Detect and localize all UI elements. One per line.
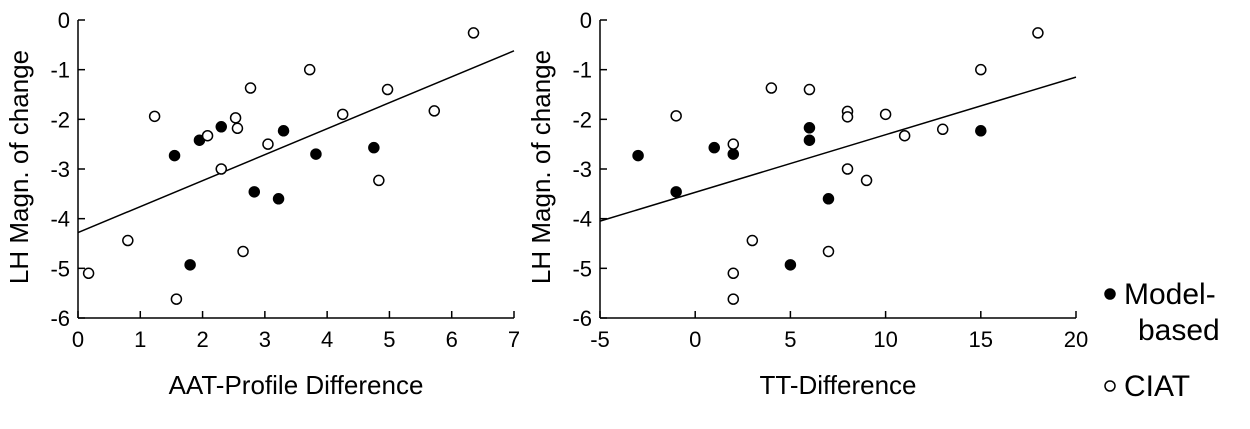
y-tick-label: 0 [58, 8, 70, 33]
ciat-point [1032, 27, 1044, 39]
model-based-point [184, 259, 196, 271]
model-based-point [215, 121, 228, 133]
model-based-point [272, 193, 285, 205]
ciat-point [373, 174, 385, 187]
ciat-point [841, 163, 854, 175]
model-based-point [803, 122, 816, 134]
model-based-point [784, 259, 797, 271]
model-based-point [310, 148, 322, 160]
ciat-point [879, 108, 892, 121]
ciat-point [727, 293, 740, 305]
model-based-point [168, 149, 181, 162]
ciat-point [670, 110, 682, 122]
ciat-point [215, 163, 228, 175]
ciat-point [841, 111, 854, 123]
model-based-point [248, 186, 261, 198]
ciat-point [381, 83, 394, 96]
model-based-point [708, 141, 720, 154]
x-axis-title: TT-Difference [759, 370, 916, 400]
ciat-point [244, 82, 257, 94]
x-axis-title: AAT-Profile Difference [169, 370, 424, 400]
x-tick-label: -5 [590, 327, 610, 352]
x-tick-label: 1 [134, 327, 146, 352]
ciat-point [231, 122, 244, 135]
model-based-point [632, 149, 644, 162]
x-tick-label: 0 [689, 327, 701, 352]
ciat-point [82, 267, 95, 280]
x-tick-label: 4 [321, 327, 333, 352]
y-axis-title: LH Magn. of change [4, 50, 34, 284]
ciat-point [148, 110, 161, 123]
model-based-point [670, 186, 682, 198]
y-tick-label: -2 [50, 107, 70, 132]
model-based-point [822, 193, 835, 205]
y-tick-label: -1 [50, 58, 70, 83]
ciat-point [822, 245, 835, 258]
legend-ciat-label: CIAT [1124, 370, 1190, 403]
x-tick-label: 20 [1064, 327, 1088, 352]
x-tick-label: 5 [383, 327, 395, 352]
y-tick-label: -6 [50, 306, 70, 331]
ciat-point [803, 83, 816, 96]
ciat-point [170, 293, 183, 305]
model-based-point [727, 148, 740, 160]
y-tick-label: -5 [572, 256, 592, 281]
ciat-point [746, 234, 759, 247]
legend: Model-based CIAT [1104, 278, 1220, 403]
ciat-point [237, 245, 249, 258]
model-based-point [975, 125, 987, 137]
legend-model-based-label: based [1138, 314, 1220, 347]
model-based-point [368, 141, 380, 154]
y-tick-label: 0 [580, 8, 592, 33]
ciat-point [262, 138, 274, 150]
model-based-point [277, 125, 290, 137]
x-tick-label: 7 [508, 327, 520, 352]
legend-ciat-marker [1104, 380, 1116, 392]
x-tick-label: 10 [873, 327, 897, 352]
y-tick-label: -4 [572, 207, 592, 232]
y-tick-label: -3 [50, 157, 70, 182]
y-tick-label: -5 [50, 256, 70, 281]
regression-line [77, 50, 515, 234]
x-tick-label: 6 [446, 327, 458, 352]
regression-line [599, 76, 1077, 222]
ciat-point [336, 108, 349, 121]
legend-model-based-marker [1104, 288, 1116, 300]
y-tick-label: -3 [572, 157, 592, 182]
ciat-point [727, 267, 740, 280]
ciat-point [936, 123, 949, 136]
ciat-point [860, 174, 873, 187]
ciat-point [975, 63, 987, 76]
ciat-point [898, 129, 911, 142]
ciat-point [428, 105, 441, 117]
ciat-point [467, 27, 480, 39]
x-tick-label: 3 [259, 327, 271, 352]
ciat-point [122, 234, 134, 247]
y-axis-title: LH Magn. of change [526, 50, 556, 284]
x-tick-label: 15 [969, 327, 993, 352]
ciat-point [303, 63, 316, 76]
legend-model-based-label: Model- [1124, 278, 1216, 311]
y-tick-label: -4 [50, 207, 70, 232]
model-based-point [803, 134, 816, 146]
ciat-point [229, 112, 242, 124]
y-tick-label: -1 [572, 58, 592, 83]
x-tick-label: 2 [196, 327, 208, 352]
ciat-point [765, 82, 778, 94]
ciat-point [727, 138, 740, 150]
x-tick-label: 5 [784, 327, 796, 352]
y-tick-label: -2 [572, 107, 592, 132]
y-tick-label: -6 [572, 306, 592, 331]
x-tick-label: 0 [72, 327, 84, 352]
ciat-point [201, 129, 214, 142]
